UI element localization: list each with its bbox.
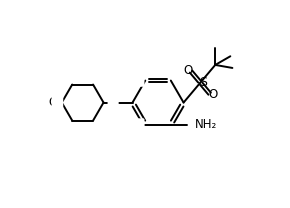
Text: O: O <box>183 64 192 77</box>
Text: N: N <box>135 120 143 132</box>
Text: O: O <box>48 96 57 109</box>
Text: S: S <box>199 76 207 89</box>
Text: N: N <box>135 73 143 86</box>
Text: O: O <box>53 95 62 108</box>
Text: N: N <box>109 96 117 109</box>
Text: N: N <box>109 95 117 108</box>
Text: N: N <box>135 73 143 86</box>
Text: NH₂: NH₂ <box>195 118 217 131</box>
Text: O: O <box>208 88 218 101</box>
Text: N: N <box>135 120 143 132</box>
